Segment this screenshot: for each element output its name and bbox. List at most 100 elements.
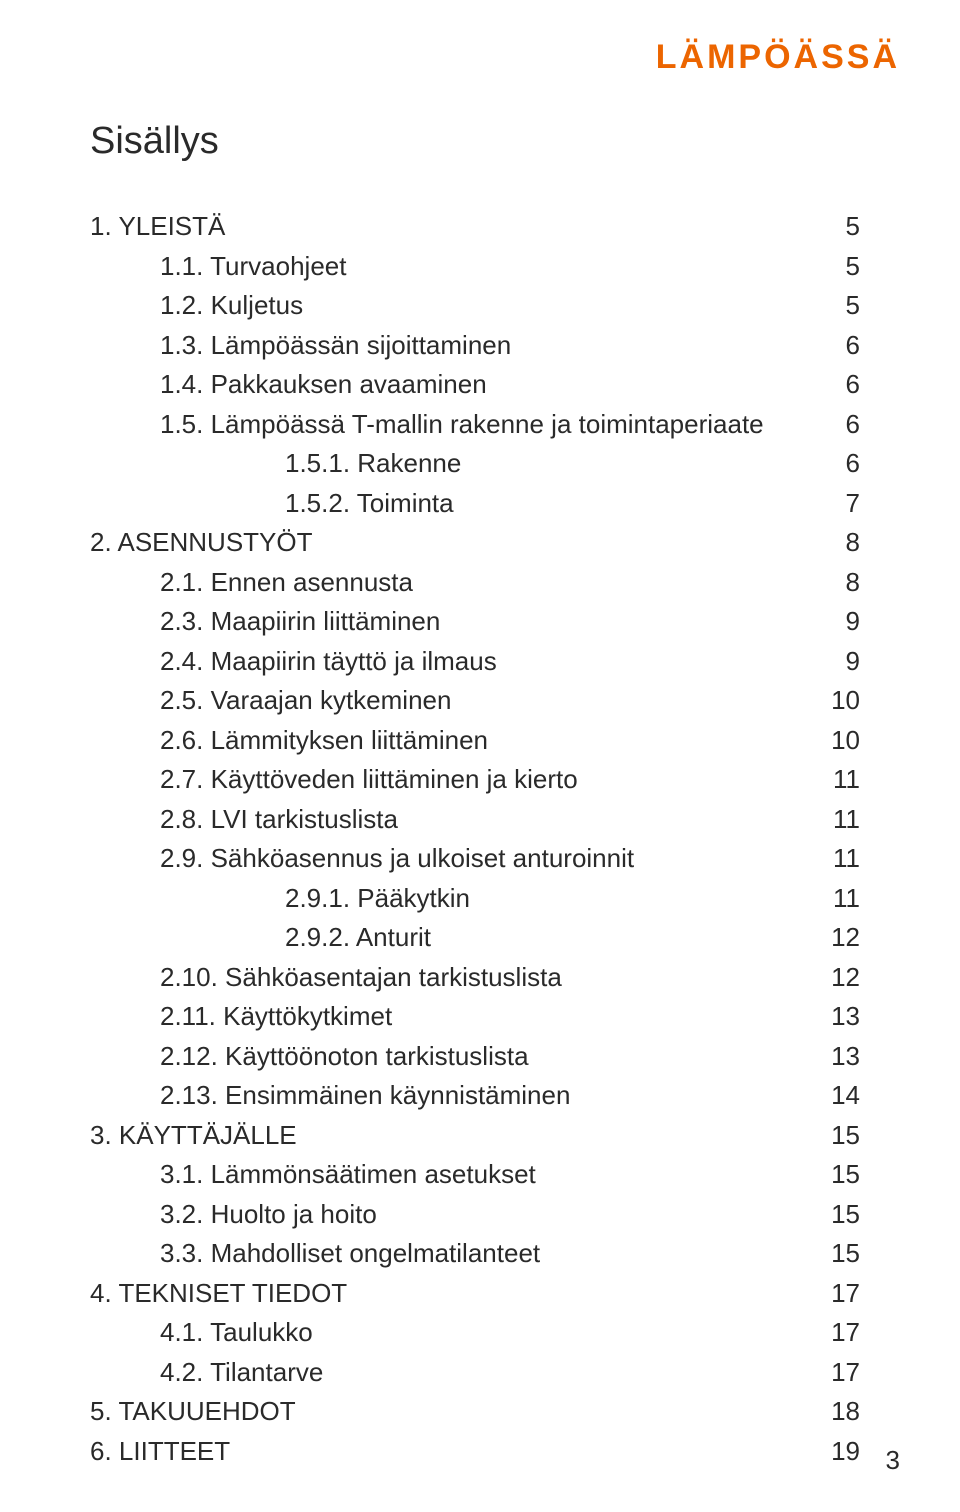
toc-page: 12 — [820, 958, 860, 998]
toc-row: 2.10. Sähköasentajan tarkistuslista 12 — [90, 958, 860, 998]
toc-page: 17 — [820, 1313, 860, 1353]
page-container: LÄMPÖÄSSÄ Sisällys 1. YLEISTÄ51.1. Turva… — [0, 0, 960, 1512]
toc-row: 2. ASENNUSTYÖT 8 — [90, 523, 860, 563]
toc-label: 2.10. Sähköasentajan tarkistuslista — [90, 958, 562, 998]
toc-row: 2.8. LVI tarkistuslista 11 — [90, 800, 860, 840]
toc-label: 4.2. Tilantarve — [90, 1353, 323, 1393]
toc-label: 3.2. Huolto ja hoito — [90, 1195, 377, 1235]
toc-row: 1.5.1. Rakenne 6 — [90, 444, 860, 484]
toc-page: 12 — [820, 918, 860, 958]
toc-label: 5. TAKUUEHDOT — [90, 1392, 296, 1432]
toc-label: 2.12. Käyttöönoton tarkistuslista — [90, 1037, 529, 1077]
toc-label: 2.3. Maapiirin liittäminen — [90, 602, 440, 642]
toc-page: 9 — [820, 642, 860, 682]
toc-label: 2.4. Maapiirin täyttö ja ilmaus — [90, 642, 497, 682]
page-number: 3 — [886, 1445, 900, 1476]
toc-page: 8 — [820, 563, 860, 603]
toc-label: 4. TEKNISET TIEDOT — [90, 1274, 347, 1314]
toc-row: 1.2. Kuljetus 5 — [90, 286, 860, 326]
toc-row: 3.2. Huolto ja hoito 15 — [90, 1195, 860, 1235]
toc-heading: Sisällys — [90, 120, 870, 163]
toc-row: 4. TEKNISET TIEDOT 17 — [90, 1274, 860, 1314]
toc-label: 1.4. Pakkauksen avaaminen — [90, 365, 487, 405]
toc-row: 2.13. Ensimmäinen käynnistäminen 14 — [90, 1076, 860, 1116]
toc-label: 2.1. Ennen asennusta — [90, 563, 413, 603]
toc-row: 2.3. Maapiirin liittäminen9 — [90, 602, 860, 642]
toc-row: 1.3. Lämpöässän sijoittaminen 6 — [90, 326, 860, 366]
toc-label: 1.3. Lämpöässän sijoittaminen — [90, 326, 511, 366]
toc-row: 2.7. Käyttöveden liittäminen ja kierto 11 — [90, 760, 860, 800]
toc-row: 2.9.1. Pääkytkin 11 — [90, 879, 860, 919]
toc-page: 10 — [820, 721, 860, 761]
toc-row: 2.5. Varaajan kytkeminen 10 — [90, 681, 860, 721]
toc-row: 2.4. Maapiirin täyttö ja ilmaus 9 — [90, 642, 860, 682]
toc-row: 1.5.2. Toiminta 7 — [90, 484, 860, 524]
toc-page: 11 — [820, 879, 860, 919]
toc-page: 5 — [820, 207, 860, 247]
toc-label: 2.6. Lämmityksen liittäminen — [90, 721, 488, 761]
toc-label: 3. KÄYTTÄJÄLLE — [90, 1116, 297, 1156]
toc-page: 13 — [820, 1037, 860, 1077]
toc-label: 2.7. Käyttöveden liittäminen ja kierto — [90, 760, 578, 800]
toc-row: 1. YLEISTÄ 5 — [90, 207, 860, 247]
toc-page: 6 — [820, 365, 860, 405]
toc-label: 2.11. Käyttökytkimet — [90, 997, 392, 1037]
toc-page: 17 — [820, 1274, 860, 1314]
toc-row: 6. LIITTEET 19 — [90, 1432, 860, 1472]
toc-page: 6 — [820, 326, 860, 366]
toc-row: 1.4. Pakkauksen avaaminen 6 — [90, 365, 860, 405]
toc-label: 2. ASENNUSTYÖT — [90, 523, 313, 563]
toc-page: 6 — [820, 444, 860, 484]
toc-page: 13 — [820, 997, 860, 1037]
toc-page: 11 — [820, 800, 860, 840]
toc-page: 11 — [820, 839, 860, 879]
toc-label: 3.1. Lämmönsäätimen asetukset — [90, 1155, 536, 1195]
toc-row: 3.1. Lämmönsäätimen asetukset 15 — [90, 1155, 860, 1195]
toc-label: 2.9.2. Anturit — [90, 918, 431, 958]
toc-label: 1.5.1. Rakenne — [90, 444, 461, 484]
toc-label: 1.2. Kuljetus — [90, 286, 303, 326]
toc-label: 6. LIITTEET — [90, 1432, 230, 1472]
toc-label: 1.5. Lämpöässä T-mallin rakenne ja toimi… — [90, 405, 764, 445]
toc-label: 2.5. Varaajan kytkeminen — [90, 681, 451, 721]
toc-row: 1.1. Turvaohjeet 5 — [90, 247, 860, 287]
toc-page: 17 — [820, 1353, 860, 1393]
toc-label: 1.5.2. Toiminta — [90, 484, 454, 524]
table-of-contents: 1. YLEISTÄ51.1. Turvaohjeet51.2. Kuljetu… — [90, 207, 860, 1472]
toc-label: 2.9. Sähköasennus ja ulkoiset anturoinni… — [90, 839, 634, 879]
toc-row: 2.11. Käyttökytkimet 13 — [90, 997, 860, 1037]
toc-row: 3.3. Mahdolliset ongelmatilanteet 15 — [90, 1234, 860, 1274]
toc-page: 5 — [820, 286, 860, 326]
toc-page: 19 — [820, 1432, 860, 1472]
toc-page: 10 — [820, 681, 860, 721]
toc-row: 2.12. Käyttöönoton tarkistuslista 13 — [90, 1037, 860, 1077]
toc-page: 18 — [820, 1392, 860, 1432]
toc-page: 15 — [820, 1195, 860, 1235]
toc-row: 2.6. Lämmityksen liittäminen 10 — [90, 721, 860, 761]
toc-row: 4.1. Taulukko 17 — [90, 1313, 860, 1353]
toc-label: 1. YLEISTÄ — [90, 207, 225, 247]
toc-page: 8 — [820, 523, 860, 563]
toc-page: 15 — [820, 1234, 860, 1274]
toc-page: 5 — [820, 247, 860, 287]
toc-label: 4.1. Taulukko — [90, 1313, 313, 1353]
toc-page: 6 — [820, 405, 860, 445]
toc-label: 3.3. Mahdolliset ongelmatilanteet — [90, 1234, 540, 1274]
toc-label: 2.8. LVI tarkistuslista — [90, 800, 398, 840]
toc-row: 2.1. Ennen asennusta 8 — [90, 563, 860, 603]
toc-page: 11 — [820, 760, 860, 800]
toc-page: 15 — [820, 1155, 860, 1195]
toc-row: 2.9. Sähköasennus ja ulkoiset anturoinni… — [90, 839, 860, 879]
toc-label: 1.1. Turvaohjeet — [90, 247, 346, 287]
toc-row: 2.9.2. Anturit 12 — [90, 918, 860, 958]
toc-row: 1.5. Lämpöässä T-mallin rakenne ja toimi… — [90, 405, 860, 445]
toc-row: 3. KÄYTTÄJÄLLE 15 — [90, 1116, 860, 1156]
toc-row: 4.2. Tilantarve 17 — [90, 1353, 860, 1393]
toc-row: 5. TAKUUEHDOT 18 — [90, 1392, 860, 1432]
toc-page: 7 — [820, 484, 860, 524]
toc-label: 2.13. Ensimmäinen käynnistäminen — [90, 1076, 570, 1116]
toc-page: 14 — [820, 1076, 860, 1116]
toc-page: 15 — [820, 1116, 860, 1156]
brand-logo: LÄMPÖÄSSÄ — [656, 38, 900, 77]
toc-label: 2.9.1. Pääkytkin — [90, 879, 470, 919]
